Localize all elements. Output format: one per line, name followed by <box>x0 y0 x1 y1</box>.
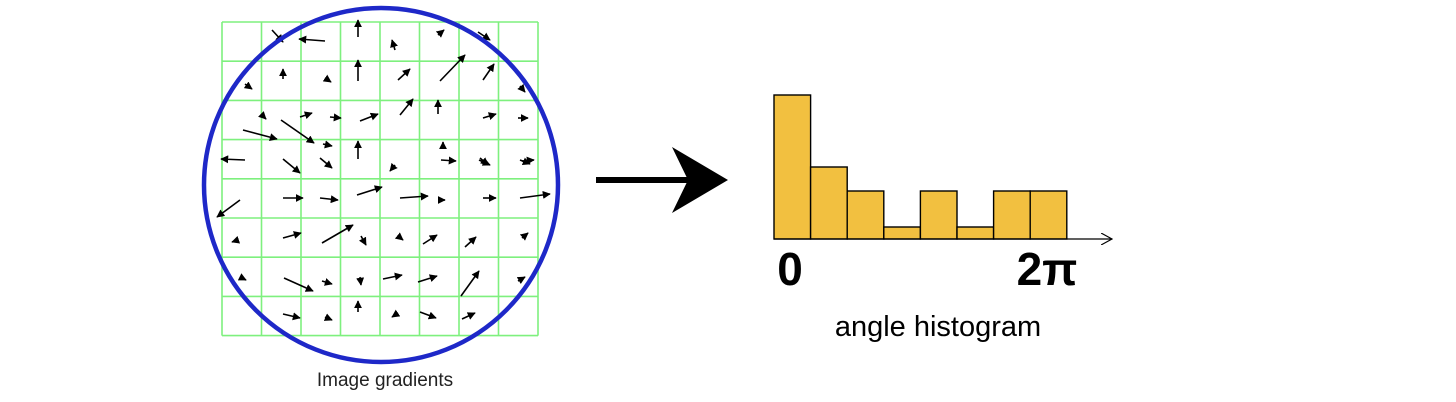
gradient-arrow <box>519 157 531 166</box>
gradient-arrow <box>220 155 246 164</box>
gradient-arrow <box>322 140 333 149</box>
gradient-arrow <box>323 313 333 321</box>
gradient-arrow <box>356 276 365 286</box>
gradient-arrow <box>237 273 247 281</box>
gradient-arrow <box>419 311 437 320</box>
gradient-arrow <box>440 156 457 165</box>
gradient-arrow <box>516 276 526 285</box>
gradient-arrow <box>517 83 526 93</box>
histogram-axis-start-label: 0 <box>777 243 803 295</box>
gradient-arrow <box>435 29 445 38</box>
gradient-arrow <box>394 232 404 241</box>
gradient-arrow <box>231 235 241 244</box>
gradient-arrow <box>319 157 333 169</box>
histogram-bar <box>883 226 922 240</box>
gradient-arrow <box>298 35 326 44</box>
histogram-bar <box>846 190 885 240</box>
histogram-bar <box>809 166 848 240</box>
gradient-arrow <box>460 270 480 297</box>
gradient-arrow <box>477 31 491 41</box>
gradient-arrow <box>399 192 429 201</box>
gradient-arrow <box>389 162 398 172</box>
gradient-arrow <box>299 111 313 120</box>
gradient-arrow <box>322 74 332 83</box>
gradient-arrow <box>397 68 411 81</box>
gradient-arrow <box>258 111 267 120</box>
gradient-caption: Image gradients <box>317 370 453 391</box>
gradient-arrow <box>282 158 301 174</box>
gradient-arrow <box>283 277 314 292</box>
gradient-arrow <box>390 39 398 51</box>
histogram-bar <box>992 190 1031 240</box>
gradient-arrow <box>282 231 302 239</box>
histogram-panel: 0 2π angle histogram <box>773 94 1112 343</box>
transform-arrow-head <box>672 147 728 213</box>
gradient-grid <box>221 21 539 337</box>
gradient-arrow <box>359 235 367 246</box>
gradient-arrow <box>391 309 401 318</box>
gradient-arrow <box>280 119 315 144</box>
gradient-arrow <box>243 81 253 90</box>
gradient-arrow <box>399 98 414 116</box>
gradient-arrow <box>359 112 379 122</box>
gradient-arrow <box>282 312 301 321</box>
gradient-arrow <box>329 113 342 122</box>
histogram-caption: angle histogram <box>835 311 1041 343</box>
gradient-arrow <box>321 278 333 286</box>
gradient-arrow <box>356 185 383 196</box>
histogram-bar <box>1029 190 1068 240</box>
gradient-arrow <box>439 54 466 82</box>
histogram-axis-end-label: 2π <box>1017 243 1078 295</box>
gradient-arrow <box>482 63 495 81</box>
gradient-arrow <box>321 224 354 244</box>
gradient-arrow <box>519 232 529 241</box>
gradient-arrow <box>461 312 476 320</box>
gradient-arrow <box>216 199 241 218</box>
histogram-bar <box>773 94 812 240</box>
gradient-panel: Image gradients <box>201 5 561 391</box>
gradient-arrow <box>422 234 438 245</box>
gradient-arrow <box>464 236 477 248</box>
histogram-bar <box>919 190 958 240</box>
gradient-arrow <box>519 190 551 199</box>
sampling-circle <box>201 5 561 365</box>
gradient-arrow <box>319 195 339 204</box>
gradient-arrow <box>382 272 403 281</box>
gradient-arrow <box>478 158 491 166</box>
gradient-arrow <box>482 112 497 120</box>
histogram-bars <box>773 94 1068 240</box>
gradient-arrows <box>216 19 551 321</box>
gradient-arrow <box>242 129 278 142</box>
transform-arrow <box>596 147 728 213</box>
histogram-bar <box>956 226 995 240</box>
gradient-arrow <box>417 274 438 283</box>
